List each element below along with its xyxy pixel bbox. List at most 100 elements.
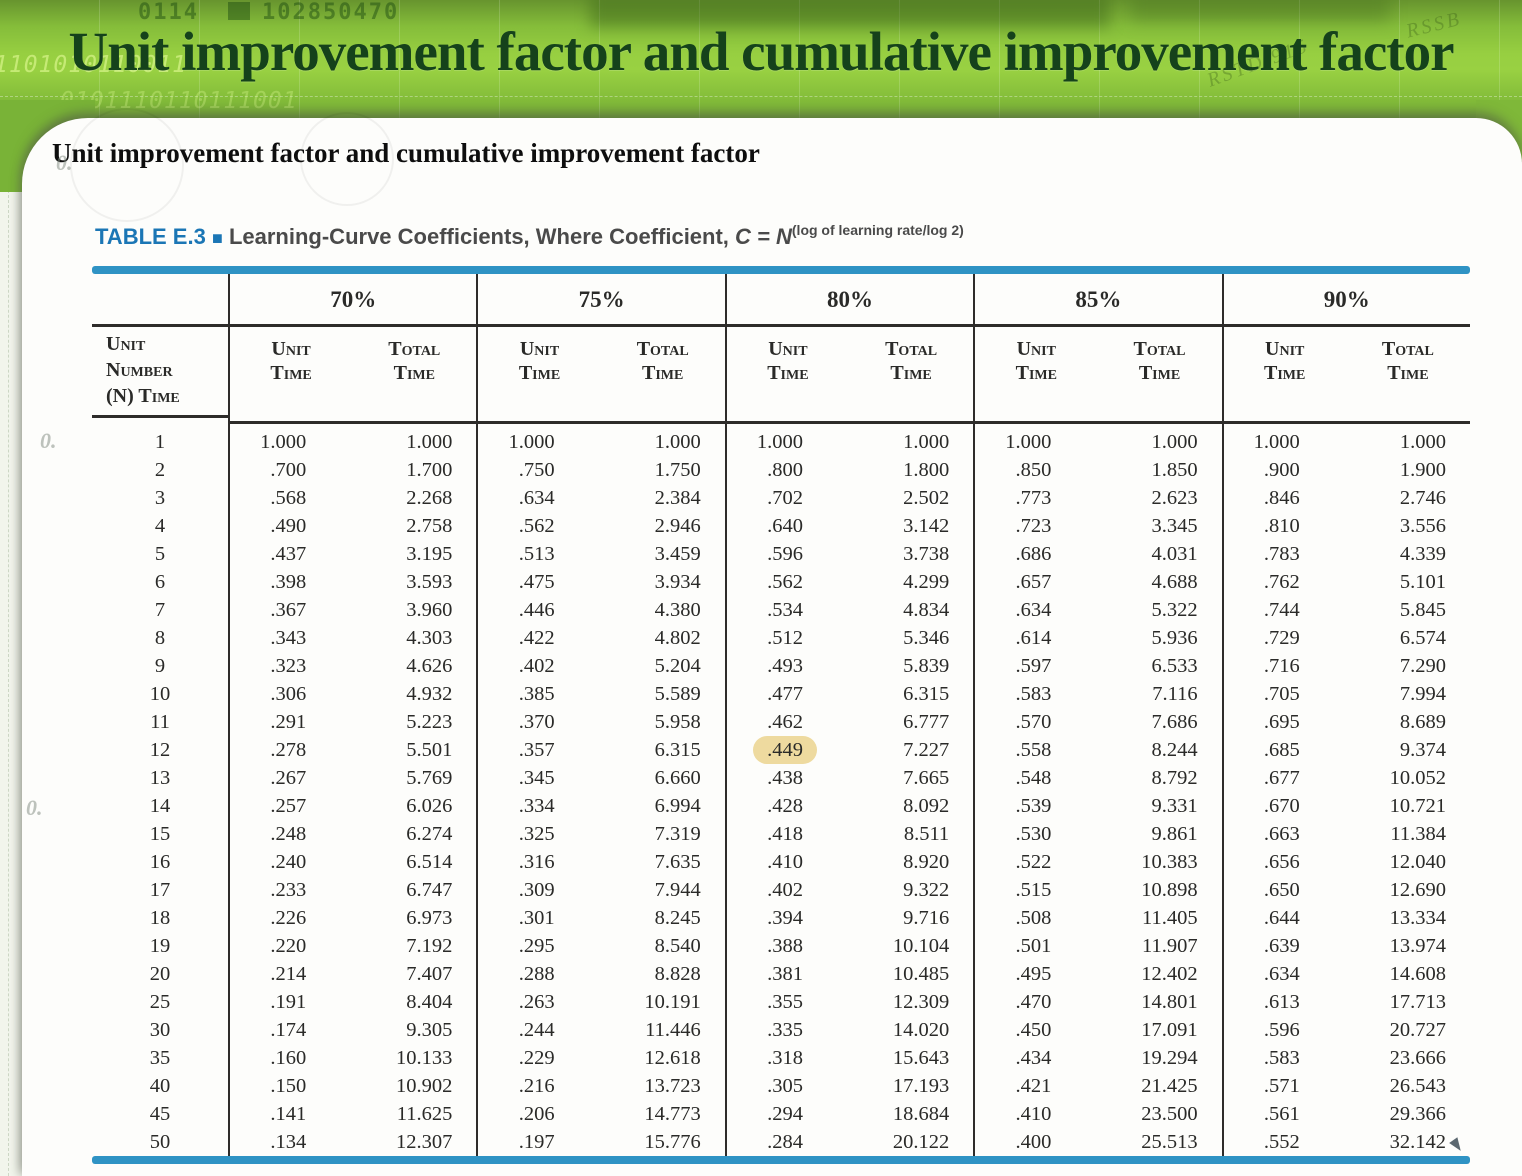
total-time-cell: 1.000: [1399, 431, 1446, 453]
total-time-cell: 10.383: [1141, 851, 1198, 873]
total-time-cell: 9.716: [903, 907, 950, 929]
total-time-cell: 7.686: [1151, 711, 1198, 733]
unit-time-cell: .562: [724, 568, 849, 596]
unit-time-cell: .663: [1221, 820, 1346, 848]
total-time-cell: 20.727: [1389, 1019, 1446, 1041]
total-time-cell: 13.334: [1389, 907, 1446, 929]
unit-time-cell: .446: [476, 596, 600, 624]
total-time-cell: 9.331: [1151, 795, 1198, 817]
unit-time-cell: .343: [228, 624, 352, 652]
unit-time-cell: .477: [724, 680, 849, 708]
unit-time-cell: 1.000: [724, 424, 849, 456]
total-time-cell: 23.666: [1389, 1047, 1446, 1069]
total-time-cell: 11.446: [645, 1019, 701, 1041]
unit-time-cell: .284: [724, 1128, 849, 1156]
total-time-cell: 12.618: [644, 1047, 701, 1069]
total-time-cell: 2.746: [1399, 487, 1446, 509]
unit-time-cell: .512: [724, 624, 849, 652]
percent-header-90: 90%: [1221, 274, 1470, 327]
unit-time-cell: .305: [724, 1072, 849, 1100]
unit-time-cell: .810: [1221, 512, 1346, 540]
unit-time-cell: .248: [228, 820, 352, 848]
total-time-header: Total Time: [600, 327, 725, 424]
unit-time-cell: .267: [228, 764, 352, 792]
total-time-cell: 20.122: [892, 1131, 950, 1153]
unit-time-cell: .705: [1221, 680, 1346, 708]
unit-time-cell: 1.000: [476, 424, 600, 456]
total-time-cell: 8.540: [654, 935, 701, 957]
total-time-cell: 12.307: [396, 1131, 453, 1153]
decor-square: [228, 2, 250, 20]
total-time-cell: 8.245: [654, 907, 701, 929]
total-time-cell: 10.133: [396, 1047, 453, 1069]
decor-digits: 102850470: [262, 0, 400, 25]
total-time-cell: 3.960: [406, 599, 453, 621]
unit-time-cell: .597: [973, 652, 1097, 680]
total-time-cell: 8.689: [1399, 711, 1446, 733]
unit-time-cell: .634: [476, 484, 600, 512]
unit-time-cell: .558: [973, 736, 1097, 764]
unit-time-cell: .309: [476, 876, 600, 904]
unit-time-cell: .388: [724, 932, 849, 960]
unit-time-cell: .400: [973, 1128, 1097, 1156]
unit-time-cell: .394: [724, 904, 849, 932]
unit-time-cell: .677: [1221, 764, 1346, 792]
total-time-cell: 12.040: [1389, 851, 1446, 873]
unit-number-cell: 18: [149, 907, 171, 929]
unit-number-cell: 16: [149, 851, 171, 873]
unit-time-cell: .334: [476, 792, 600, 820]
unit-time-cell: .226: [228, 904, 352, 932]
unit-time-cell: .800: [724, 456, 849, 484]
unit-time-cell: .323: [228, 652, 352, 680]
total-time-cell: 1.800: [903, 459, 950, 481]
total-time-cell: 7.944: [654, 879, 701, 901]
unit-time-cell: .385: [476, 680, 600, 708]
total-time-cell: 17.193: [892, 1075, 950, 1097]
unit-number-cell: 4: [154, 515, 166, 537]
unit-time-cell: .634: [1221, 960, 1346, 988]
total-time-cell: 6.574: [1399, 627, 1446, 649]
total-time-cell: 17.091: [1141, 1019, 1198, 1041]
total-time-cell: 10.485: [892, 963, 950, 985]
slide-subtitle: Unit improvement factor and cumulative i…: [52, 138, 760, 168]
unit-number-cell: 1: [154, 431, 166, 453]
table-caption-text: Learning-Curve Coefficients, Where Coeff…: [228, 224, 736, 249]
percent-header-70: 70%: [228, 274, 477, 327]
unit-number-cell: 20: [149, 963, 171, 985]
unit-time-cell: .644: [1221, 904, 1346, 932]
unit-time-cell: .846: [1221, 484, 1346, 512]
unit-time-cell: .191: [228, 988, 352, 1016]
total-time-cell: 1.000: [654, 431, 701, 453]
unit-time-cell: .434: [973, 1044, 1097, 1072]
unit-time-cell: .229: [476, 1044, 600, 1072]
total-time-cell: 5.322: [1151, 599, 1198, 621]
unit-time-cell: .534: [724, 596, 849, 624]
total-time-cell: 26.543: [1389, 1075, 1446, 1097]
unit-time-cell: .428: [724, 792, 849, 820]
unit-time-cell: .450: [973, 1016, 1097, 1044]
highlighted-value: .449: [753, 736, 817, 764]
total-time-cell: 1.000: [406, 431, 453, 453]
total-time-cell: 5.501: [406, 739, 453, 761]
total-time-cell: 4.380: [654, 599, 701, 621]
decor-circle: [300, 112, 394, 206]
unit-time-cell: .367: [228, 596, 352, 624]
unit-number-cell: 11: [150, 711, 170, 733]
unit-time-cell: .335: [724, 1016, 849, 1044]
unit-time-header: Unit Time: [228, 327, 353, 424]
unit-time-cell: .306: [228, 680, 352, 708]
unit-time-cell: .291: [228, 708, 352, 736]
unit-time-cell: .257: [228, 792, 352, 820]
slide-title: Unit improvement factor and cumulative i…: [68, 21, 1455, 82]
unit-time-cell: .850: [973, 456, 1097, 484]
unit-number-cell: 12: [149, 739, 171, 761]
unit-time-cell: .206: [476, 1100, 600, 1128]
unit-time-cell: .723: [973, 512, 1097, 540]
unit-time-cell: 1.000: [973, 424, 1097, 456]
total-time-cell: 6.315: [903, 683, 950, 705]
slide-header-band: 0114 102850470 1101010110011 01011101101…: [0, 0, 1522, 120]
unit-time-cell: .493: [724, 652, 849, 680]
total-time-cell: 5.589: [654, 683, 701, 705]
total-time-cell: 4.834: [903, 599, 950, 621]
total-time-cell: 7.407: [406, 963, 453, 985]
